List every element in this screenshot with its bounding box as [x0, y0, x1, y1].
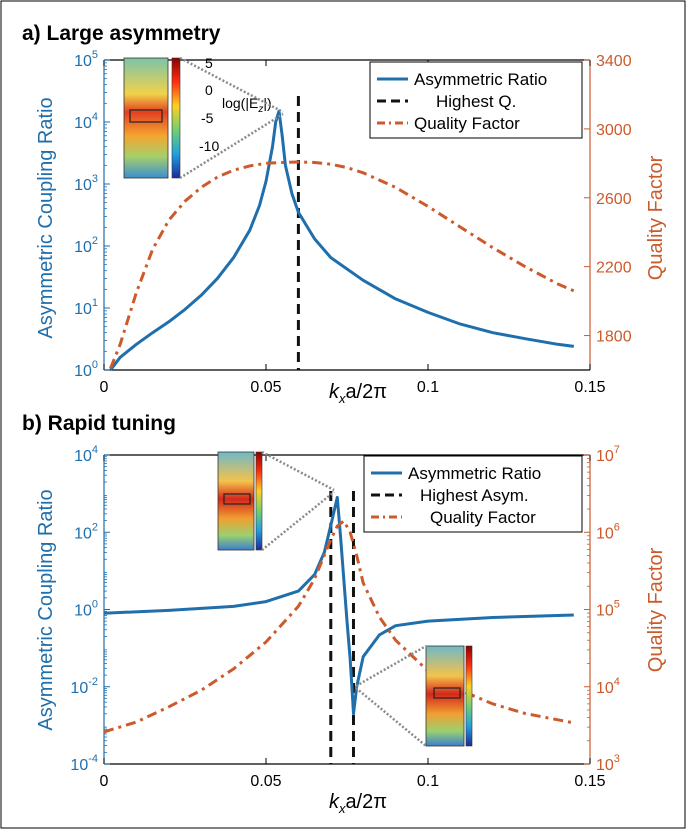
- panel-a-legend-label-asym: Asymmetric Ratio: [414, 70, 547, 89]
- panel-b-x-label-rest: a/2π: [345, 791, 387, 813]
- panel-a-colorbar-tick-neg10: -10: [199, 138, 219, 154]
- panel-b-title: b) Rapid tuning: [22, 412, 176, 435]
- panel-b-inset-1-colorbar: [255, 451, 263, 551]
- panel-a-colorbar-label-post: |): [263, 95, 271, 111]
- panel-a-right-axis-label: Quality Factor: [645, 155, 667, 280]
- panel-a: a) Large asymmetry 0 0.05 0.1 0.15 100 101 102…: [22, 22, 667, 406]
- panel-b-plot-area: 0 0.05 0.1 0.15 10-4 10-2 100 102 104 103 104 105 10…: [70, 444, 620, 790]
- panel-a-x-label-rest: a/2π: [345, 381, 387, 403]
- panel-a-x-tick-label: 0.1: [417, 379, 439, 396]
- panel-b-inset-1-field-map: [217, 451, 255, 551]
- panel-a-right-tick-label: 1800: [596, 329, 632, 346]
- panel-a-x-tick-label: 0: [100, 379, 109, 396]
- panel-a-colorbar-tick-neg5: -5: [201, 110, 214, 126]
- panel-a-legend: Asymmetric Ratio Highest Q. Quality Fact…: [369, 61, 583, 139]
- panel-a-left-tick-label: 102: [74, 235, 98, 256]
- panel-b-inset-1-connector-bottom: [261, 491, 335, 551]
- panel-a-inset: 5 0 -5 -10 log(|Ez|): [123, 55, 284, 180]
- panel-b-left-axis-label: Asymmetric Coupling Ratio: [35, 489, 57, 730]
- panel-a-colorbar-tick-0: 0: [205, 82, 213, 98]
- panel-b-inset-2-field-map: [425, 645, 465, 747]
- panel-a-title: a) Large asymmetry: [22, 22, 221, 45]
- panel-a-right-tick-label: 2200: [596, 260, 632, 277]
- panel-b-x-label-sub: x: [338, 801, 346, 816]
- panel-a-inset-field-map: [123, 57, 169, 179]
- panel-b-inset-1: [217, 450, 335, 551]
- panel-b-inset-2-waveguide-outline: [433, 687, 461, 699]
- panel-a-x-tick-label: 0.15: [574, 379, 605, 396]
- panel-a-inset-connector-top: [179, 56, 284, 114]
- panel-a-left-tick-label: 103: [74, 173, 98, 194]
- panel-b-inset-2-connector-bottom: [355, 687, 427, 747]
- panel-a-colorbar-label-sub: z: [257, 104, 263, 115]
- panel-b-x-tick-label: 0.15: [574, 773, 605, 790]
- panel-a-series-quality-factor: [109, 160, 575, 369]
- panel-b-series-asymmetric-ratio: [103, 495, 574, 716]
- panel-a-right-tick-label: 3000: [596, 122, 632, 139]
- panel-b-x-label-k: k: [329, 791, 340, 813]
- panel-b-right-axis-label: Quality Factor: [645, 547, 667, 672]
- panel-b-x-tick-label: 0.05: [250, 773, 281, 790]
- panel-a-colorbar-tick-5: 5: [205, 55, 213, 71]
- panel-a-left-tick-label: 105: [74, 49, 98, 70]
- panel-b-inset-2-colorbar: [465, 645, 473, 747]
- panel-b: b) Rapid tuning 0 0.05 0.1 0.15 10-4 10-2 100 1…: [22, 412, 667, 816]
- panel-b-right-tick-label: 106: [596, 521, 620, 542]
- panel-a-legend-label-quality: Quality Factor: [414, 114, 520, 133]
- panel-a-colorbar-label-pre: log(|E: [222, 95, 258, 111]
- panel-b-left-tick-label: 10-2: [70, 676, 98, 697]
- panel-b-legend-label-highest: Highest Asym.: [420, 486, 529, 505]
- panel-b-legend: Asymmetric Ratio Highest Asym. Quality F…: [363, 455, 583, 533]
- panel-a-x-tick-label: 0.05: [250, 379, 281, 396]
- panel-b-left-tick-label: 104: [74, 444, 98, 465]
- panel-a-x-label-sub: x: [338, 391, 346, 406]
- panel-b-right-tick-label: 103: [596, 753, 620, 774]
- panel-a-left-axis-label: Asymmetric Coupling Ratio: [35, 97, 57, 338]
- panel-b-x-tick-label: 0: [100, 773, 109, 790]
- panel-b-x-tick-label: 0.1: [417, 773, 439, 790]
- panel-a-left-tick-label: 104: [74, 111, 98, 132]
- panel-a-plot-area: 0 0.05 0.1 0.15 100 101 102 103 104 105 1800 2200 26…: [74, 49, 632, 396]
- panel-a-inset-waveguide-outline: [129, 109, 163, 123]
- panel-a-x-label-k: k: [329, 381, 340, 403]
- panel-b-inset-2: [355, 644, 473, 747]
- panel-a-legend-label-highest: Highest Q.: [436, 92, 516, 111]
- panel-b-right-tick-label: 104: [596, 676, 620, 697]
- panel-b-right-tick-label: 105: [596, 599, 620, 620]
- panel-b-series-quality-factor: [103, 519, 575, 734]
- panel-b-inset-1-waveguide-outline: [223, 493, 251, 505]
- panel-b-legend-label-quality: Quality Factor: [430, 508, 536, 527]
- panel-b-inset-2-connector-top: [355, 644, 427, 688]
- panel-a-left-tick-label: 100: [74, 359, 98, 380]
- panel-b-right-tick-label: 107: [596, 444, 620, 465]
- panel-a-right-tick-label: 2600: [596, 191, 632, 208]
- panel-a-right-tick-label: 3400: [596, 53, 632, 70]
- panel-b-x-axis-label: kxa/2π: [329, 791, 387, 816]
- panel-b-legend-label-asym: Asymmetric Ratio: [408, 464, 541, 483]
- panel-b-left-tick-label: 100: [74, 599, 98, 620]
- panel-a-inset-colorbar: [171, 57, 181, 179]
- panel-b-inset-1-connector-top: [261, 450, 335, 492]
- panel-b-left-tick-label: 102: [74, 521, 98, 542]
- panel-b-left-tick-label: 10-4: [70, 753, 98, 774]
- panel-a-left-tick-label: 101: [74, 297, 98, 318]
- panel-a-inset-connector-bottom: [179, 112, 284, 180]
- panel-a-colorbar-label: log(|Ez|): [222, 95, 272, 115]
- panel-a-x-axis-label: kxa/2π: [329, 381, 387, 406]
